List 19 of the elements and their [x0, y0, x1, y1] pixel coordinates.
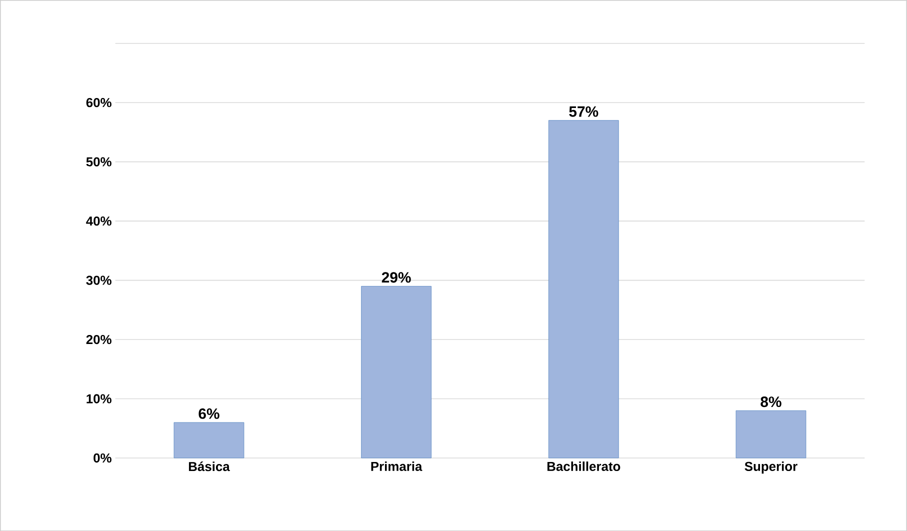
y-tick-label: 40%: [86, 216, 112, 226]
y-tick-label: 20%: [86, 334, 112, 344]
x-tick-label: Bachillerato: [547, 461, 620, 471]
bar: [548, 120, 619, 458]
data-label: 29%: [382, 272, 411, 283]
data-label: 8%: [760, 396, 782, 407]
y-tick-label: 50%: [86, 157, 112, 166]
data-label: 6%: [198, 408, 220, 419]
data-label: 57%: [569, 106, 598, 117]
x-tick-label: Básica: [188, 461, 230, 471]
bar: [174, 422, 244, 458]
bar: [736, 410, 806, 458]
y-tick-label: 0%: [94, 453, 112, 462]
x-tick-label: Primaria: [371, 461, 422, 471]
y-tick-label: 60%: [86, 98, 112, 108]
y-tick-label: 30%: [86, 276, 112, 285]
y-tick-label: 10%: [86, 394, 112, 404]
x-tick-label: Superior: [744, 461, 798, 474]
bar: [361, 286, 432, 458]
